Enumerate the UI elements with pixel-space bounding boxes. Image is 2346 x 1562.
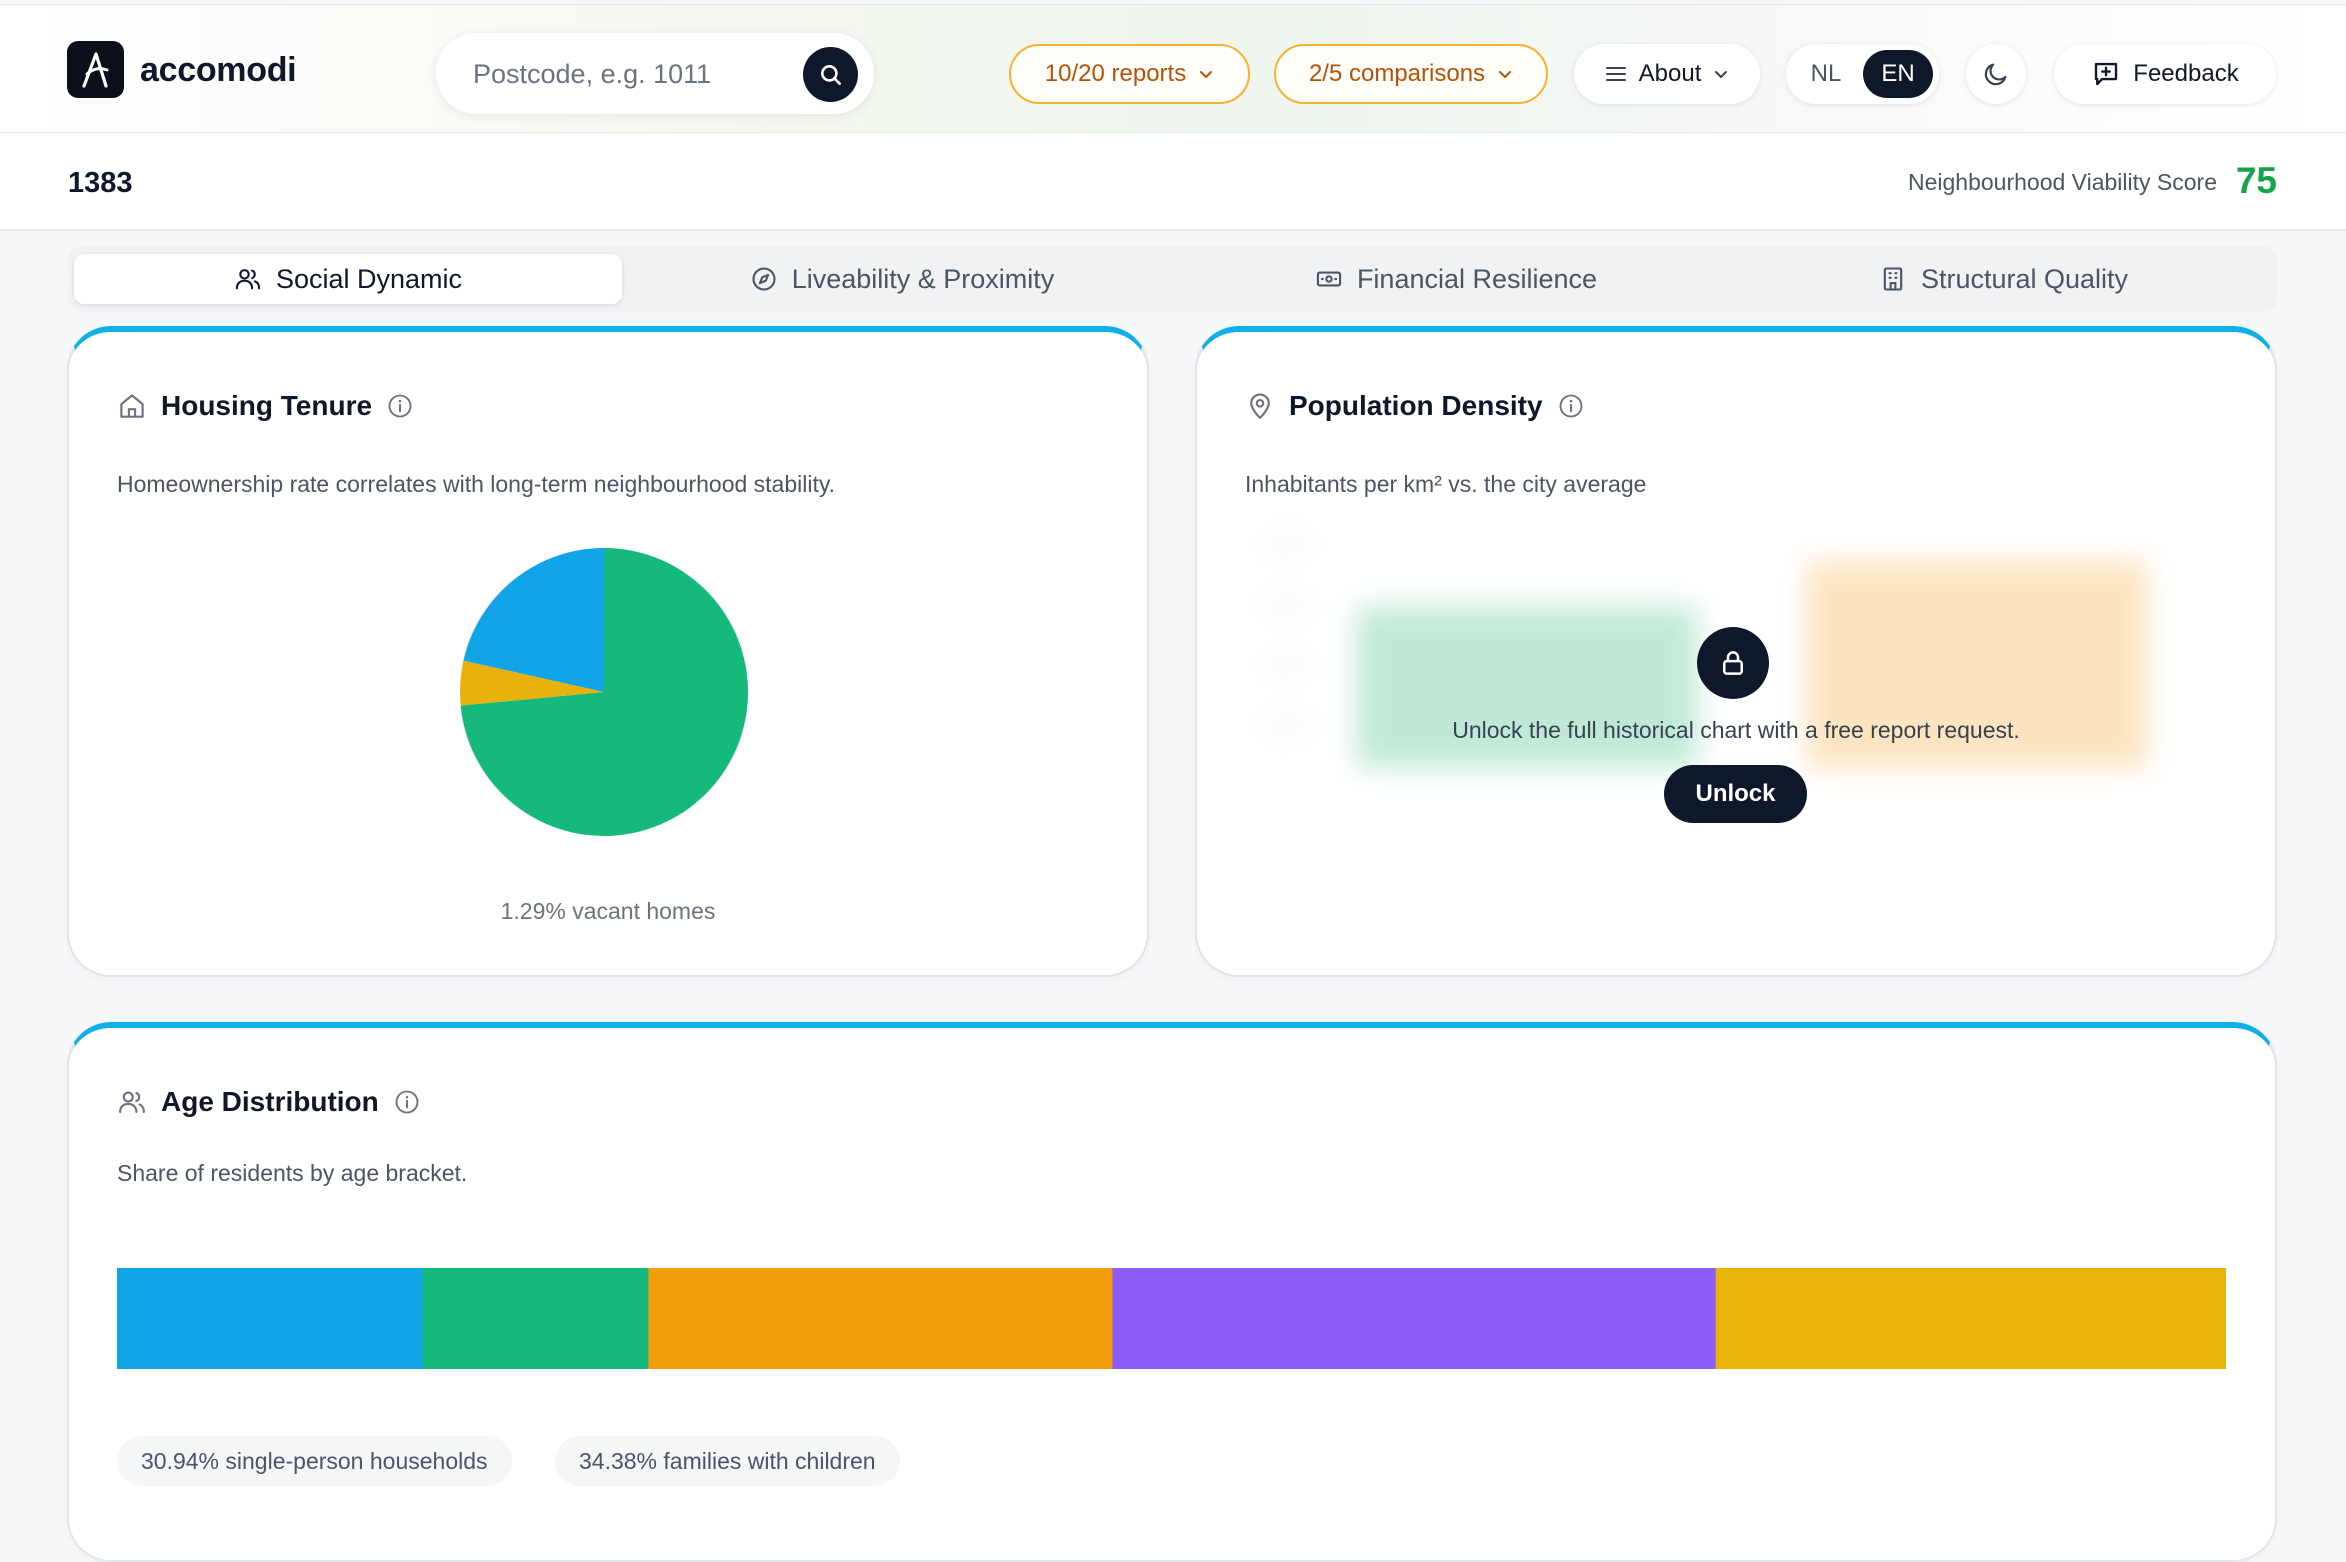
chevron-down-icon [1499,71,1512,78]
tab-liveability-proximity[interactable]: Liveability & Proximity [628,254,1176,304]
lock-badge [1697,627,1769,699]
tab-structural-quality[interactable]: Structural Quality [1736,254,2271,304]
card-title: Housing Tenure [161,390,373,421]
population-density-card: Population Density Inhabitants per km² v… [1195,326,2277,977]
brand-name[interactable]: accomodi [140,51,297,89]
age-segment-5 [1715,1268,2226,1369]
postcode-search[interactable]: Postcode, e.g. 1011 [436,33,874,114]
comparisons-label: 2/5 comparisons [1308,60,1486,87]
card-header: Housing Tenure [117,390,414,422]
pie-slice-3 [463,548,604,692]
compass-icon [752,267,776,291]
tab-label: Financial Resilience [1356,263,1598,294]
home-icon [120,394,144,418]
info-icon[interactable] [1557,392,1585,420]
card-title: Population Density [1289,390,1543,421]
info-icon[interactable] [393,1088,421,1116]
age-stacked-bar [117,1268,2226,1369]
tab-label: Social Dynamic [275,263,463,294]
blurred-chart-preview [1267,542,2247,802]
lock-icon [1723,651,1743,675]
search-icon [820,64,841,85]
theme-toggle[interactable] [1966,44,2026,104]
unlock-button[interactable]: Unlock [1664,765,1807,823]
lang-en-button[interactable]: EN [1863,50,1933,98]
pie-slice-1 [460,548,748,836]
chevron-down-icon [1715,71,1728,78]
feedback-label: Feedback [2133,60,2239,87]
blurred-bar-neighbourhood [1357,607,1697,767]
search-button[interactable] [803,47,858,102]
blurred-axis [1267,542,1307,742]
card-description: Homeownership rate correlates with long-… [117,471,836,497]
info-icon[interactable] [386,392,414,420]
language-switcher: NL EN [1786,44,1939,104]
card-description: Inhabitants per km² vs. the city average [1245,471,1647,497]
logo-icon[interactable] [67,41,124,98]
category-tabs: Social Dynamic Liveability & Proximity F… [68,246,2277,312]
score-value: 75 [2235,160,2277,201]
map-pin-icon [1250,393,1270,419]
single-households-chip: 30.94% single-person households [117,1436,512,1486]
tab-label: Liveability & Proximity [791,263,1055,294]
search-input[interactable]: Postcode, e.g. 1011 [473,59,712,89]
users-icon [235,269,261,290]
pie-slice-2 [460,660,604,706]
top-navbar: accomodi Postcode, e.g. 1011 10/20 repor… [0,4,2346,133]
card-title: Age Distribution [161,1086,379,1117]
tab-social-dynamic[interactable]: Social Dynamic [74,254,622,304]
building-icon [1883,267,1903,291]
age-segment-2 [422,1268,649,1369]
about-menu[interactable]: About [1574,44,1760,104]
menu-icon [1605,67,1626,81]
housing-tenure-card: Housing Tenure Homeownership rate correl… [67,326,1149,977]
postcode-title: 1383 [68,167,133,199]
families-children-chip: 34.38% families with children [555,1436,900,1486]
card-header: Age Distribution [117,1086,421,1118]
banknote-icon [1316,271,1342,287]
users-icon [119,1091,145,1114]
age-segment-4 [1112,1268,1717,1369]
tab-financial-resilience[interactable]: Financial Resilience [1182,254,1730,304]
tab-label: Structural Quality [1920,263,2129,294]
location-bar: 1383 Neighbourhood Viability Score 75 [0,133,2346,231]
lang-nl-button[interactable]: NL [1810,60,1842,87]
feedback-button[interactable]: Feedback [2054,44,2276,104]
card-header: Population Density [1245,390,1585,422]
reports-dropdown[interactable]: 10/20 reports [1009,44,1250,104]
card-description: Share of residents by age bracket. [117,1160,468,1186]
comparisons-dropdown[interactable]: 2/5 comparisons [1274,44,1548,104]
feedback-icon [2095,62,2118,86]
chevron-down-icon [1200,71,1213,78]
tenure-pie-chart [460,548,748,836]
moon-icon [1984,63,2007,86]
about-label: About [1638,60,1702,87]
age-segment-1 [117,1268,424,1369]
age-distribution-card: Age Distribution Share of residents by a… [67,1022,2277,1562]
score-label: Neighbourhood Viability Score [1908,169,2217,195]
blurred-bar-city [1807,562,2147,767]
unlock-message: Unlock the full historical chart with a … [1452,717,2020,743]
vacancy-note: 1.29% vacant homes [500,898,716,924]
reports-label: 10/20 reports [1044,60,1187,87]
age-segment-3 [648,1268,1113,1369]
